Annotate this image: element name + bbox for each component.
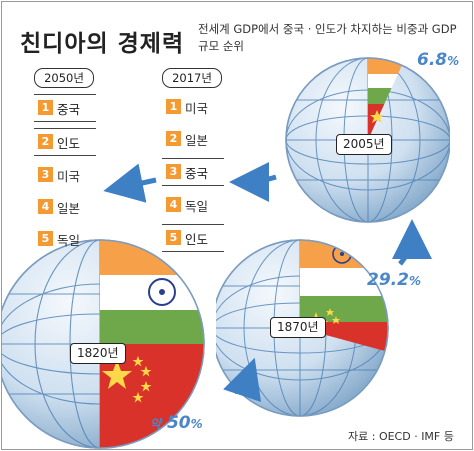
ranking-2050: 2050년 1 중국 2 인도 3 미국 4 일본 5 독일 [34,68,96,252]
year-label-1820: 1820년 [70,343,126,364]
ranking-2017-item: 5 인도 [162,224,224,252]
ranking-2050-year: 2050년 [34,68,94,88]
source-note: 자료 : OECD · IMF 등 [348,430,454,443]
rank-number: 1 [166,99,181,114]
china-star-2005 [370,110,384,123]
share-1870: 29.2% [367,270,421,290]
share-1820-prefix: 약 [150,417,162,431]
share-1820: 약 50% [150,413,203,433]
country-name: 인도 [185,232,209,247]
china-stars-1820 [102,356,152,403]
rank-number: 2 [166,131,181,146]
year-label-1870: 1870년 [270,317,326,338]
ranking-2017-year: 2017년 [162,68,222,88]
arrow-1820-1870 [223,357,262,403]
share-2005-value: 6.8 [417,50,448,70]
arrow-2005-2017 [229,161,277,202]
rank-number: 4 [166,197,181,212]
rank-number: 4 [38,199,53,214]
country-name: 중국 [57,102,81,117]
share-1820-value: 50 [166,413,191,433]
country-name: 인도 [57,136,81,151]
ranking-2017: 2017년 1 미국 2 일본 3 중국 4 독일 5 인도 [162,68,224,252]
ranking-2050-item: 4 일본 [34,194,96,220]
share-2005-unit: % [447,54,460,68]
rank-number: 3 [38,167,53,182]
rank-number: 5 [38,231,53,246]
ranking-2050-item: 2 인도 [34,128,96,156]
share-1870-value: 29.2 [367,270,409,290]
rank-number: 5 [166,230,181,245]
ranking-2050-item: 1 중국 [34,94,96,122]
ranking-2050-item: 3 미국 [34,162,96,188]
country-name: 독일 [185,199,209,214]
page-subtitle: 전세계 GDP에서 중국 · 인도가 차지하는 비중과 GDP 규모 순위 [198,22,457,53]
page-title: 친디아의 경제력 [20,31,185,57]
country-name: 미국 [185,101,209,116]
country-name: 중국 [185,166,209,181]
arrow-1870-2005 [391,219,432,266]
rank-number: 1 [38,100,53,115]
ranking-2017-item: 1 미국 [162,94,224,120]
share-2005: 6.8% [417,50,459,70]
ranking-2017-item: 3 중국 [162,158,224,186]
country-name: 일본 [57,201,81,216]
year-label-2005: 2005년 [336,134,392,155]
arrow-2017-2050 [103,163,157,203]
ranking-2017-item: 2 일본 [162,126,224,152]
ranking-2050-item: 5 독일 [34,226,96,252]
rank-number: 3 [166,164,181,179]
country-name: 독일 [57,233,81,248]
ranking-2017-item: 4 독일 [162,192,224,218]
share-1870-unit: % [408,274,421,288]
country-name: 일본 [185,133,209,148]
country-name: 미국 [57,169,81,184]
share-1820-unit: % [190,417,203,431]
rank-number: 2 [38,134,53,149]
